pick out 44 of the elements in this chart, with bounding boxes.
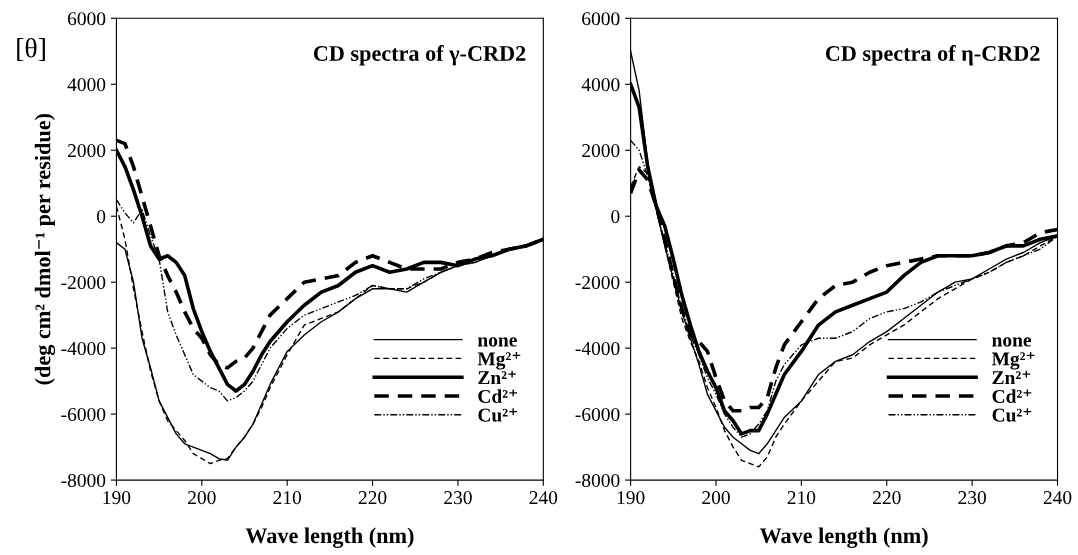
legend-label: Cd²⁺ [992, 389, 1032, 403]
x-tick-label: 240 [1043, 491, 1072, 505]
x-tick-label: 200 [702, 491, 730, 505]
legend-label: Cu²⁺ [478, 408, 518, 422]
legend-label: Zn²⁺ [992, 370, 1031, 385]
x-tick-label: 190 [617, 491, 645, 505]
legend-label: Mg²⁺ [991, 351, 1035, 370]
x-tick-label: 200 [188, 491, 216, 505]
legend-label: Cd²⁺ [478, 389, 518, 403]
y-tick-label: -6000 [61, 407, 106, 422]
y-tick-label: -8000 [575, 473, 620, 488]
x-tick-label: 190 [103, 491, 131, 505]
y-tick-label: -4000 [575, 341, 620, 356]
legend-label: none [992, 337, 1032, 347]
y-tick-label: 6000 [582, 12, 620, 26]
y-tick-label: -2000 [575, 275, 620, 290]
y-axis-title: (deg cm² dmol⁻¹ per residue) [34, 113, 56, 385]
x-tick-label: 210 [273, 491, 302, 505]
y-tick-label: -8000 [61, 473, 106, 488]
y-tick-label: -6000 [575, 407, 620, 422]
x-tick-label: 230 [444, 491, 472, 505]
y-tick-label: -4000 [61, 341, 106, 356]
x-tick-label: 220 [358, 491, 387, 505]
text: [θ] [17, 37, 45, 62]
text: CD spectra of γ-CRD2 [313, 45, 526, 66]
y-tick-label: 2000 [67, 144, 106, 158]
text: CD spectra of η-CRD2 [825, 45, 1040, 66]
legend-label: none [477, 337, 517, 347]
x-tick-label: 230 [958, 491, 986, 505]
legend-label: Cu²⁺ [992, 408, 1032, 422]
x-axis-title: Wave length (nm) [245, 527, 414, 548]
x-tick-label: 210 [787, 491, 816, 505]
y-tick-label: 6000 [67, 12, 106, 26]
legend-label: Zn²⁺ [478, 370, 516, 385]
y-tick-label: 0 [97, 210, 106, 224]
y-tick-label: -2000 [61, 275, 106, 290]
y-tick-label: 4000 [67, 78, 106, 92]
y-tick-label: 2000 [582, 144, 620, 158]
x-axis-title: Wave length (nm) [759, 527, 928, 548]
x-tick-label: 240 [529, 491, 558, 505]
y-tick-label: 0 [611, 210, 620, 224]
legend-label: Mg²⁺ [477, 351, 521, 370]
y-tick-label: 4000 [581, 78, 620, 92]
x-tick-label: 220 [873, 491, 901, 505]
